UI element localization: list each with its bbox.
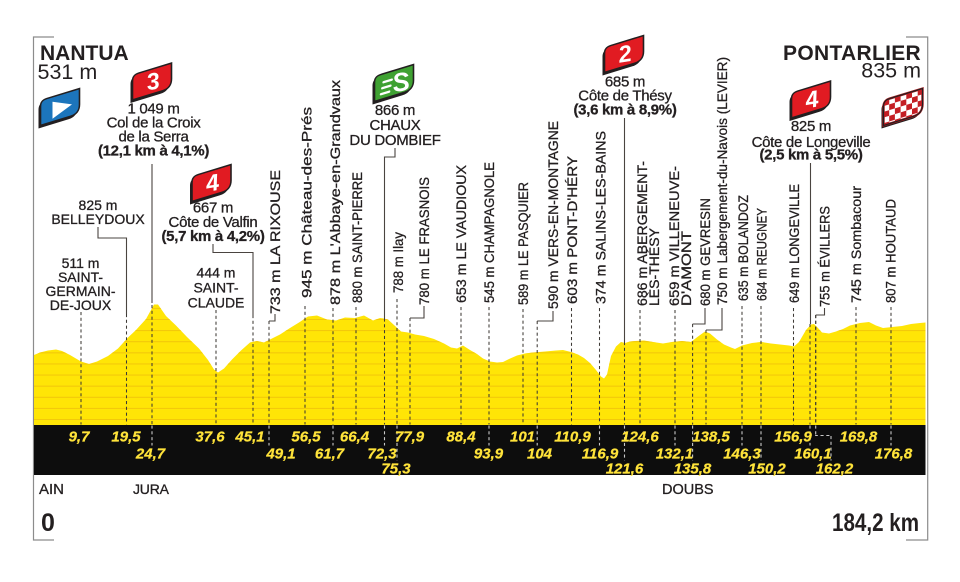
svg-text:110,9: 110,9 [554, 429, 591, 446]
svg-text:LÈS-THÉSY: LÈS-THÉSY [647, 228, 662, 306]
svg-text:4: 4 [203, 169, 221, 197]
svg-text:121,6: 121,6 [606, 461, 644, 478]
svg-text:93,9: 93,9 [474, 446, 504, 463]
svg-text:176,8: 176,8 [875, 446, 913, 463]
svg-text:61,7: 61,7 [315, 446, 345, 463]
svg-text:945 m Château-des-Prés: 945 m Château-des-Prés [299, 107, 314, 298]
svg-text:56,5: 56,5 [291, 429, 321, 446]
svg-text:37,6: 37,6 [195, 429, 225, 446]
svg-text:745 m Sombacour: 745 m Sombacour [849, 185, 864, 303]
svg-text:511 m: 511 m [62, 255, 100, 271]
svg-text:589 m LE PASQUIER: 589 m LE PASQUIER [516, 182, 531, 305]
svg-text:169,8: 169,8 [840, 429, 878, 446]
svg-text:135,8: 135,8 [674, 461, 712, 478]
svg-text:3: 3 [144, 67, 161, 95]
svg-text:GERMAIN-: GERMAIN- [46, 283, 116, 299]
svg-text:866 m: 866 m [375, 102, 415, 119]
svg-text:116,9: 116,9 [582, 446, 619, 463]
svg-text:72,3: 72,3 [367, 446, 397, 463]
svg-text:835 m: 835 m [861, 59, 921, 83]
svg-text:1 049 m: 1 049 m [127, 100, 179, 117]
svg-text:DE-JOUX: DE-JOUX [50, 297, 112, 313]
svg-text:Côte de Longeville: Côte de Longeville [752, 134, 871, 151]
svg-text:PONTARLIER: PONTARLIER [783, 42, 921, 65]
svg-text:649 m LONGEVILLE: 649 m LONGEVILLE [787, 184, 802, 303]
svg-text:680 m GEVRESIN: 680 m GEVRESIN [698, 198, 713, 306]
svg-text:755 m ÉVILLERS: 755 m ÉVILLERS [817, 206, 832, 307]
svg-text:2: 2 [616, 40, 634, 68]
svg-text:(5,7 km à 4,2%): (5,7 km à 4,2%) [161, 228, 264, 245]
svg-text:686 m ABERGEMENT-: 686 m ABERGEMENT- [635, 161, 650, 306]
svg-text:603 m PONT-D'HÉRY: 603 m PONT-D'HÉRY [565, 156, 580, 304]
svg-text:(12,1 km à 4,1%): (12,1 km à 4,1%) [98, 142, 209, 159]
svg-text:531 m: 531 m [38, 60, 98, 84]
svg-text:Côte de Thésy: Côte de Thésy [578, 88, 672, 105]
svg-text:Col de la Croix: Col de la Croix [107, 114, 202, 131]
svg-text:S: S [390, 66, 412, 98]
svg-text:667 m: 667 m [193, 200, 233, 217]
svg-text:JURA: JURA [133, 481, 170, 497]
svg-text:878 m L'Abbaye-en-Grandvaux: 878 m L'Abbaye-en-Grandvaux [328, 80, 343, 305]
svg-text:659 m VILLENEUVE-: 659 m VILLENEUVE- [667, 166, 682, 306]
svg-text:825 m: 825 m [791, 118, 831, 135]
svg-text:(3,6 km à 8,9%): (3,6 km à 8,9%) [573, 102, 676, 119]
svg-text:444 m: 444 m [197, 264, 236, 280]
svg-text:825 m: 825 m [79, 197, 118, 213]
svg-text:104: 104 [527, 446, 553, 463]
svg-text:CHAUX: CHAUX [369, 117, 420, 134]
svg-text:750 m Labergement-du-Navois (L: 750 m Labergement-du-Navois (LEVIER) [715, 57, 730, 305]
svg-text:788 m Ilay: 788 m Ilay [391, 232, 406, 293]
svg-text:545 m CHAMPAGNOLE: 545 m CHAMPAGNOLE [482, 162, 497, 303]
svg-text:184,2 km: 184,2 km [832, 509, 919, 537]
svg-text:162,2: 162,2 [816, 461, 854, 478]
svg-text:684 m REUGNEY: 684 m REUGNEY [754, 208, 769, 301]
svg-text:Côte de Valfin: Côte de Valfin [169, 214, 258, 231]
svg-text:DOUBS: DOUBS [662, 482, 714, 498]
svg-text:SAINT-: SAINT- [193, 279, 238, 295]
svg-text:SAINT-: SAINT- [58, 269, 103, 285]
svg-text:733 m LA RIXOUSE: 733 m LA RIXOUSE [268, 170, 283, 314]
svg-text:77,9: 77,9 [395, 429, 425, 446]
svg-text:66,4: 66,4 [340, 429, 370, 446]
svg-text:NANTUA: NANTUA [40, 42, 129, 65]
svg-text:150,2: 150,2 [748, 461, 786, 478]
svg-text:D'AMONT: D'AMONT [679, 231, 694, 306]
svg-text:9,7: 9,7 [69, 429, 91, 446]
svg-text:146,3: 146,3 [723, 446, 761, 463]
svg-text:BELLEYDOUX: BELLEYDOUX [51, 211, 145, 227]
svg-text:de la Serra: de la Serra [118, 128, 189, 145]
svg-text:101: 101 [510, 429, 535, 446]
svg-text:0: 0 [41, 509, 55, 537]
svg-text:160,1: 160,1 [794, 446, 832, 463]
svg-text:132,1: 132,1 [656, 446, 694, 463]
svg-text:138,5: 138,5 [692, 429, 730, 446]
svg-text:24,7: 24,7 [135, 446, 166, 463]
svg-text:19,5: 19,5 [111, 429, 141, 446]
svg-text:88,4: 88,4 [446, 429, 476, 446]
svg-text:DU DOMBIEF: DU DOMBIEF [349, 132, 440, 149]
svg-text:124,6: 124,6 [621, 429, 659, 446]
svg-text:780 m LE FRASNOIS: 780 m LE FRASNOIS [417, 177, 432, 305]
svg-text:156,9: 156,9 [774, 429, 812, 446]
svg-text:807 m HOUTAUD: 807 m HOUTAUD [883, 199, 898, 303]
svg-text:4: 4 [803, 85, 821, 113]
svg-text:AIN: AIN [39, 481, 64, 498]
svg-text:653 m LE VAUDIOUX: 653 m LE VAUDIOUX [454, 165, 469, 303]
svg-text:635 m BOLANDOZ: 635 m BOLANDOZ [736, 195, 751, 301]
svg-text:CLAUDE: CLAUDE [188, 294, 245, 310]
svg-text:75,3: 75,3 [381, 461, 411, 478]
svg-text:590 m VERS-EN-MONTAGNE: 590 m VERS-EN-MONTAGNE [546, 121, 561, 309]
svg-text:45,1: 45,1 [234, 429, 264, 446]
svg-text:685 m: 685 m [605, 74, 645, 91]
svg-text:49,1: 49,1 [265, 446, 295, 463]
svg-text:880 m SAINT-PIERRE: 880 m SAINT-PIERRE [350, 172, 365, 303]
svg-text:(2,5 km à 5,5%): (2,5 km à 5,5%) [759, 147, 862, 164]
svg-text:374 m SALINS-LES-BAINS: 374 m SALINS-LES-BAINS [593, 131, 608, 304]
